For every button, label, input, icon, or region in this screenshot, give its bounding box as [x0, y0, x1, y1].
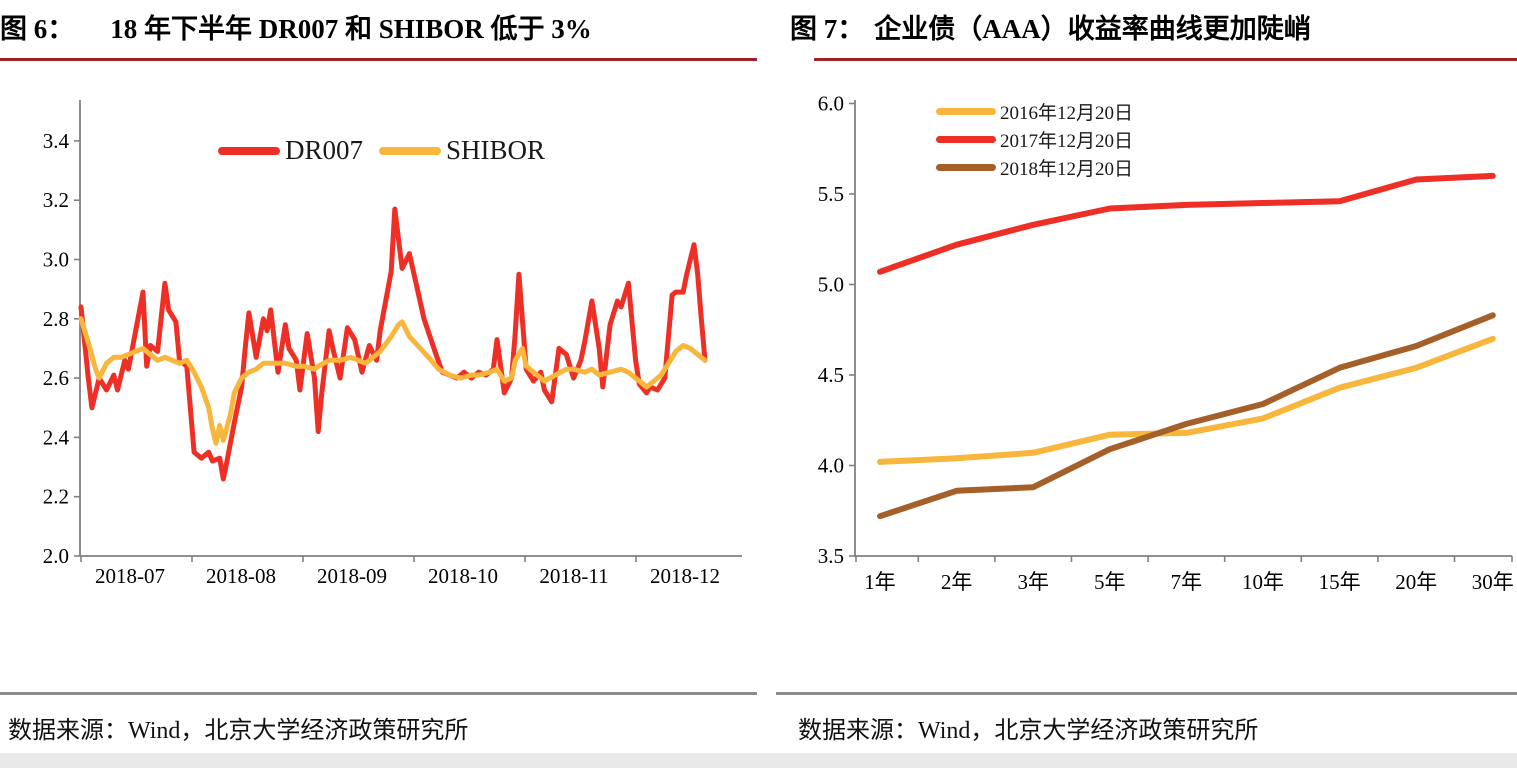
figure6-source: 数据来源：Wind，北京大学经济政策研究所	[8, 718, 469, 744]
legend-item-2016: 2016年12月20日	[936, 97, 1133, 125]
y-axis-tick-label: 3.2	[43, 188, 69, 212]
y-axis-tick-label: 4.0	[818, 454, 844, 478]
figure6-title: 图 6： 18 年下半年 DR007 和 SHIBOR 低于 3%	[0, 7, 592, 46]
figure6-source-rule	[0, 692, 757, 695]
x-axis-tick-label: 7年	[1171, 570, 1203, 594]
figure6-chart: 2.0 2.2 2.4 2.6 2.8 3.0 3.2 3.4 2018-07 2018-08 20…	[43, 100, 742, 588]
y-axis-tick-label: 2.4	[43, 425, 70, 449]
y-axis-tick-label: 4.5	[818, 363, 844, 387]
x-axis-tick-label: 5年	[1094, 570, 1126, 594]
figure7-title: 图 7： 企业债（AAA）收益率曲线更加陡峭	[790, 7, 1311, 46]
x-axis-tick-label: 20年	[1395, 570, 1437, 594]
figure7-source: 数据来源：Wind，北京大学经济政策研究所	[798, 718, 1259, 744]
line-2016-marker	[936, 107, 996, 115]
x-axis-tick-label: 1年	[864, 570, 896, 594]
series-line-2016年12月20日	[877, 335, 1496, 465]
y-axis-tick-label: 5.0	[818, 273, 844, 297]
figure7-title-rule	[814, 58, 1517, 61]
y-axis-tick-label: 2.0	[43, 544, 69, 568]
figure6-legend: DR007 SHIBOR	[218, 135, 561, 166]
series-line-2018年12月20日	[877, 312, 1496, 520]
y-axis-tick-label: 2.8	[43, 307, 69, 331]
figure6-title-text: 18 年下半年 DR007 和 SHIBOR 低于 3%	[110, 14, 592, 44]
figure7-chart: 3.5 4.0 4.5 5.0 5.5 6.0 1年 2年 3年 5年 7年 10年 15年 20年 30年	[818, 92, 1514, 595]
legend-2017-label: 2017年12月20日	[1000, 130, 1134, 152]
figure7-title-text: 企业债（AAA）收益率曲线更加陡峭	[874, 14, 1311, 44]
y-axis-tick-label: 6.0	[818, 92, 844, 116]
figure7-label: 图 7：	[790, 14, 865, 44]
x-axis-tick-label: 15年	[1319, 570, 1361, 594]
legend-item-dr007: DR007	[218, 135, 363, 166]
y-axis-tick-label: 2.2	[43, 485, 69, 509]
figure7-legend: 2016年12月20日 2017年12月20日 2018年12月20日	[936, 97, 1133, 181]
legend-item-2018: 2018年12月20日	[936, 153, 1133, 181]
legend-item-2017: 2017年12月20日	[936, 125, 1133, 153]
x-axis-tick-label: 2018-11	[539, 564, 608, 588]
legend-2018-label: 2018年12月20日	[1000, 158, 1134, 180]
x-axis-tick-label: 2018-08	[206, 564, 276, 588]
line-2018-marker	[936, 163, 996, 171]
x-axis-tick-label: 30年	[1472, 570, 1514, 594]
y-axis-tick-label: 2.6	[43, 366, 69, 390]
figure6-label: 图 6：	[0, 14, 75, 44]
x-axis-tick-label: 2018-10	[428, 564, 498, 588]
figure6-title-rule	[0, 58, 757, 61]
shibor-legend-label: SHIBOR	[446, 135, 546, 165]
x-axis-tick-label: 2018-09	[317, 564, 387, 588]
dr007-line-marker	[218, 146, 280, 155]
series-line-dr007	[78, 206, 708, 482]
figure7-source-rule	[776, 692, 1517, 695]
x-axis-tick-label: 2018-07	[95, 564, 165, 588]
legend-item-shibor: SHIBOR	[379, 135, 545, 166]
dr007-legend-label: DR007	[285, 135, 364, 165]
series-line-shibor	[78, 316, 708, 446]
x-axis-tick-label: 2年	[941, 570, 973, 594]
page-bottom-band	[0, 753, 1517, 768]
x-axis-tick-label: 10年	[1242, 570, 1284, 594]
y-axis-tick-label: 3.0	[43, 248, 69, 272]
y-axis-tick-label: 3.4	[43, 129, 70, 153]
x-axis-tick-label: 2018-12	[650, 564, 720, 588]
x-axis-tick-label: 3年	[1017, 570, 1049, 594]
shibor-line-marker	[379, 146, 442, 155]
y-axis-tick-label: 5.5	[818, 182, 844, 206]
legend-2016-label: 2016年12月20日	[1000, 102, 1134, 124]
series-line-2017年12月20日	[877, 172, 1496, 275]
y-axis-tick-label: 3.5	[818, 544, 844, 568]
line-2017-marker	[936, 135, 996, 143]
